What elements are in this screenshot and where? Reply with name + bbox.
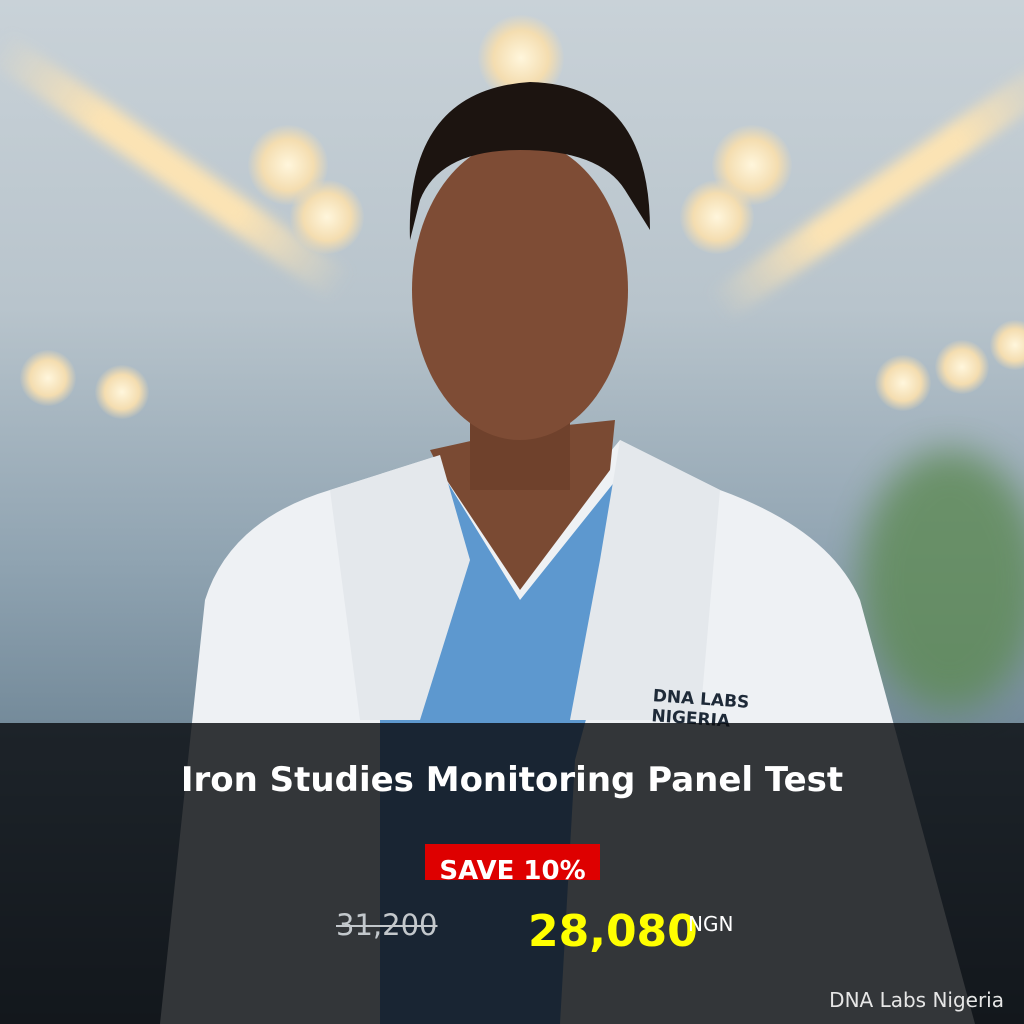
discount-badge <box>425 844 600 880</box>
sale-price: 28,080 <box>528 906 698 957</box>
bokeh-light <box>95 365 149 419</box>
bokeh-light <box>935 340 989 394</box>
bokeh-light <box>20 350 76 406</box>
plant <box>860 450 1024 710</box>
original-price: 31,200 <box>336 908 438 942</box>
currency-label: NGN <box>688 912 734 936</box>
bokeh-light <box>875 355 931 411</box>
bokeh-light <box>990 320 1024 370</box>
brand-watermark: DNA Labs Nigeria <box>829 988 1004 1012</box>
test-title: Iron Studies Monitoring Panel Test <box>180 760 844 800</box>
discount-badge-text: SAVE 10% <box>439 856 586 886</box>
ceiling-light <box>680 180 754 254</box>
ceiling-light <box>290 180 364 254</box>
